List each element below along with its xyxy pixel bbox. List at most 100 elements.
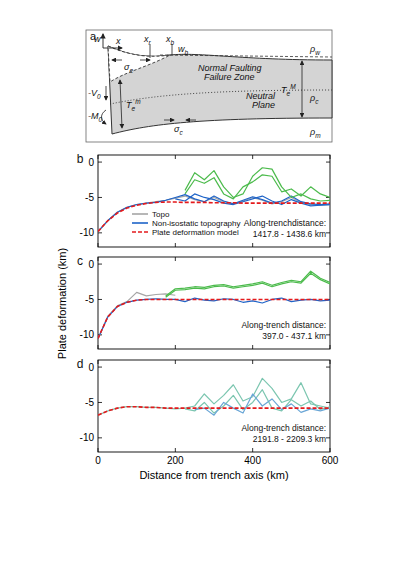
x-tick (98, 345, 99, 349)
moment-arrow (102, 110, 107, 124)
diagram-label: w (94, 34, 101, 44)
y-tick (98, 437, 102, 438)
x-tick (98, 257, 99, 261)
series-line (195, 394, 330, 415)
series-group (98, 168, 330, 232)
series-line (98, 195, 330, 232)
stress-arrow (164, 120, 174, 121)
y-tick-label: -10 (80, 329, 95, 340)
x-tick (98, 243, 99, 247)
series-line (175, 194, 330, 206)
y-tick (98, 299, 102, 300)
x-tick (175, 257, 176, 261)
diagram-label: TeM (281, 83, 296, 97)
y-tick-label: -5 (85, 192, 94, 203)
thickness-arrow (120, 80, 122, 128)
panel-label: d (77, 357, 84, 371)
label-sub: r (149, 39, 152, 46)
label-sub: b (185, 49, 189, 56)
label-text: w (94, 34, 101, 44)
x-tick (252, 448, 253, 452)
series-line (166, 271, 330, 296)
label-text: x (115, 36, 121, 46)
y-tick (326, 367, 330, 368)
x-axis-label: Distance from trench axis (km) (139, 469, 288, 481)
diagram-label: ρw (309, 44, 321, 56)
diagram-label: Plane (252, 100, 275, 110)
thickness-arrow (302, 61, 303, 117)
x-tick (252, 257, 253, 261)
y-tick (326, 162, 330, 163)
legend-label: Plate deformation model (152, 228, 239, 237)
failure-zone (108, 46, 170, 82)
series-line (185, 168, 330, 201)
series-line (98, 407, 330, 415)
legend-swatch (132, 231, 148, 233)
diagram-label: Tem (126, 98, 141, 112)
legend: TopoNon-isostatic topographyPlate deform… (132, 210, 241, 237)
label-sub: 0 (97, 93, 101, 100)
series-group (98, 271, 330, 339)
label-sub: e (129, 67, 133, 74)
x-tick (175, 243, 176, 247)
x-tick (252, 345, 253, 349)
x-tick (252, 243, 253, 247)
xr-marker (150, 44, 151, 58)
diagram-frame (86, 30, 332, 142)
diagram-label: -M0 (88, 111, 103, 123)
y-tick (98, 402, 102, 403)
x-tick (175, 448, 176, 452)
x-tick-label: 400 (244, 455, 261, 466)
x-tick-label: 200 (167, 455, 184, 466)
label-sub: b (171, 39, 175, 46)
stress-arrow (186, 120, 196, 121)
y-tick-label: -10 (80, 432, 95, 443)
y-tick-label: -10 (80, 227, 95, 238)
x-tick (175, 360, 176, 364)
x-tick (330, 257, 331, 261)
w-arrow (103, 34, 104, 48)
diagram: awxxrxbwbσeNormal FaultingFailure ZoneNe… (86, 30, 332, 142)
legend-label: Non-isostatic topography (152, 219, 241, 228)
shear-arrow (106, 86, 107, 100)
y-tick-label: -5 (85, 397, 94, 408)
legend-swatch (132, 222, 148, 224)
x-tick (330, 345, 331, 349)
y-tick (326, 437, 330, 438)
x-tick (175, 155, 176, 159)
x-tick-label: 0 (95, 455, 101, 466)
label-sub: e (287, 90, 291, 97)
diagram-label: xb (165, 34, 175, 46)
label-sub: 0 (99, 116, 103, 123)
series-line (185, 175, 330, 199)
label-sub: c (315, 98, 319, 105)
stress-arrow (112, 60, 122, 61)
y-tick-label: 0 (88, 157, 94, 168)
y-tick (98, 232, 102, 233)
y-tick (326, 334, 330, 335)
y-tick-label: 0 (88, 362, 94, 373)
diagram-label: wb (178, 44, 189, 56)
y-tick (98, 264, 102, 265)
y-tick (326, 402, 330, 403)
chart-panel: 0-5-10cAlong-trench distance:397.0 - 437… (56, 248, 330, 359)
neutral-plane (110, 90, 332, 104)
x-tick (252, 360, 253, 364)
plot-frame (98, 360, 330, 452)
diagram-label: -V0 (88, 88, 101, 100)
annotation: Along-trenchdistance: (244, 218, 326, 228)
x-tick (330, 243, 331, 247)
label-text: Plane (252, 100, 275, 110)
stress-arrow (140, 60, 150, 61)
x-tick-label: 600 (322, 455, 339, 466)
label-sup: m (135, 98, 141, 105)
y-tick (98, 162, 102, 163)
legend-label: Topo (152, 210, 170, 219)
x-arrow (103, 48, 122, 49)
x-tick (98, 360, 99, 364)
diagram-label: ρm (309, 127, 321, 139)
diagram-label: ρc (309, 93, 319, 105)
annotation: Along-trench distance: (241, 423, 326, 433)
legend-swatch (132, 213, 148, 215)
y-tick (326, 264, 330, 265)
